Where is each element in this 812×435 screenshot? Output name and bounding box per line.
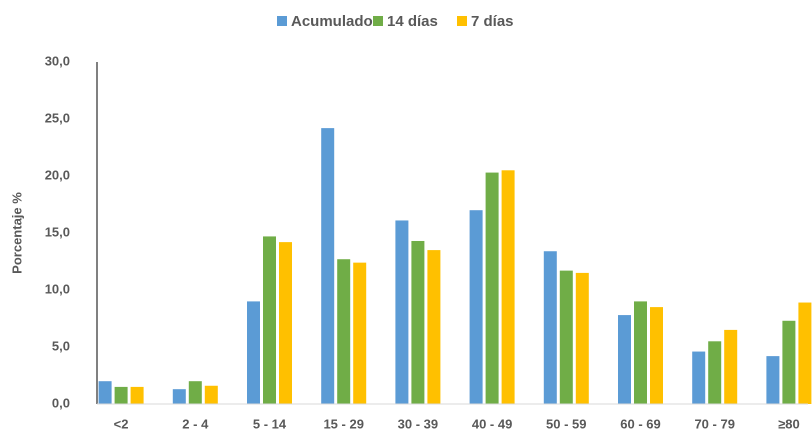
y-tick-label: 20,0 — [45, 167, 70, 182]
bar — [114, 386, 128, 404]
bar — [618, 315, 631, 404]
bar — [172, 389, 186, 404]
y-tick-label: 30,0 — [45, 53, 70, 68]
x-tick-label: 50 - 59 — [546, 416, 586, 431]
y-axis-label: Porcentaje % — [9, 192, 24, 274]
x-tick-label: 30 - 39 — [398, 416, 438, 431]
x-tick-label: <2 — [114, 416, 129, 431]
bar — [485, 172, 499, 404]
legend-label: Acumulado — [291, 13, 373, 30]
bar — [543, 251, 557, 404]
bar — [130, 386, 144, 404]
legend-label: 14 días — [387, 13, 438, 30]
x-tick-label: 40 - 49 — [472, 416, 512, 431]
bar — [634, 301, 647, 404]
bar — [188, 381, 202, 404]
bar — [798, 302, 812, 404]
bar — [279, 242, 292, 404]
bar — [559, 270, 573, 404]
y-tick-label: 0,0 — [52, 395, 70, 410]
bar — [204, 385, 218, 404]
bar — [650, 307, 663, 404]
bar — [766, 356, 780, 404]
bar — [395, 220, 409, 404]
bar — [98, 381, 112, 404]
bar — [501, 170, 515, 404]
x-tick-label: ≥80 — [778, 416, 800, 431]
y-tick-label: 15,0 — [45, 224, 70, 239]
bar — [427, 250, 441, 404]
x-tick-label: 70 - 79 — [694, 416, 734, 431]
bar — [411, 240, 425, 404]
bar — [724, 329, 738, 404]
y-tick-label: 10,0 — [45, 281, 70, 296]
bar — [247, 301, 260, 404]
x-tick-label: 5 - 14 — [253, 416, 287, 431]
bar — [575, 272, 589, 404]
legend-swatch — [373, 16, 383, 26]
x-tick-label: 15 - 29 — [323, 416, 363, 431]
bar — [353, 262, 367, 404]
bar — [708, 341, 722, 404]
bar — [263, 236, 276, 404]
bar — [692, 351, 706, 404]
x-tick-label: 60 - 69 — [620, 416, 660, 431]
y-tick-label: 25,0 — [45, 110, 70, 125]
bar — [782, 320, 796, 404]
legend-swatch — [457, 16, 467, 26]
legend-swatch — [277, 16, 287, 26]
x-tick-label: 2 - 4 — [182, 416, 209, 431]
y-tick-label: 5,0 — [52, 338, 70, 353]
bar — [337, 259, 351, 404]
bar — [321, 128, 335, 404]
legend-label: 7 días — [471, 13, 514, 30]
bar — [469, 210, 483, 404]
legend: Acumulado 14 días 7 días — [277, 13, 514, 30]
